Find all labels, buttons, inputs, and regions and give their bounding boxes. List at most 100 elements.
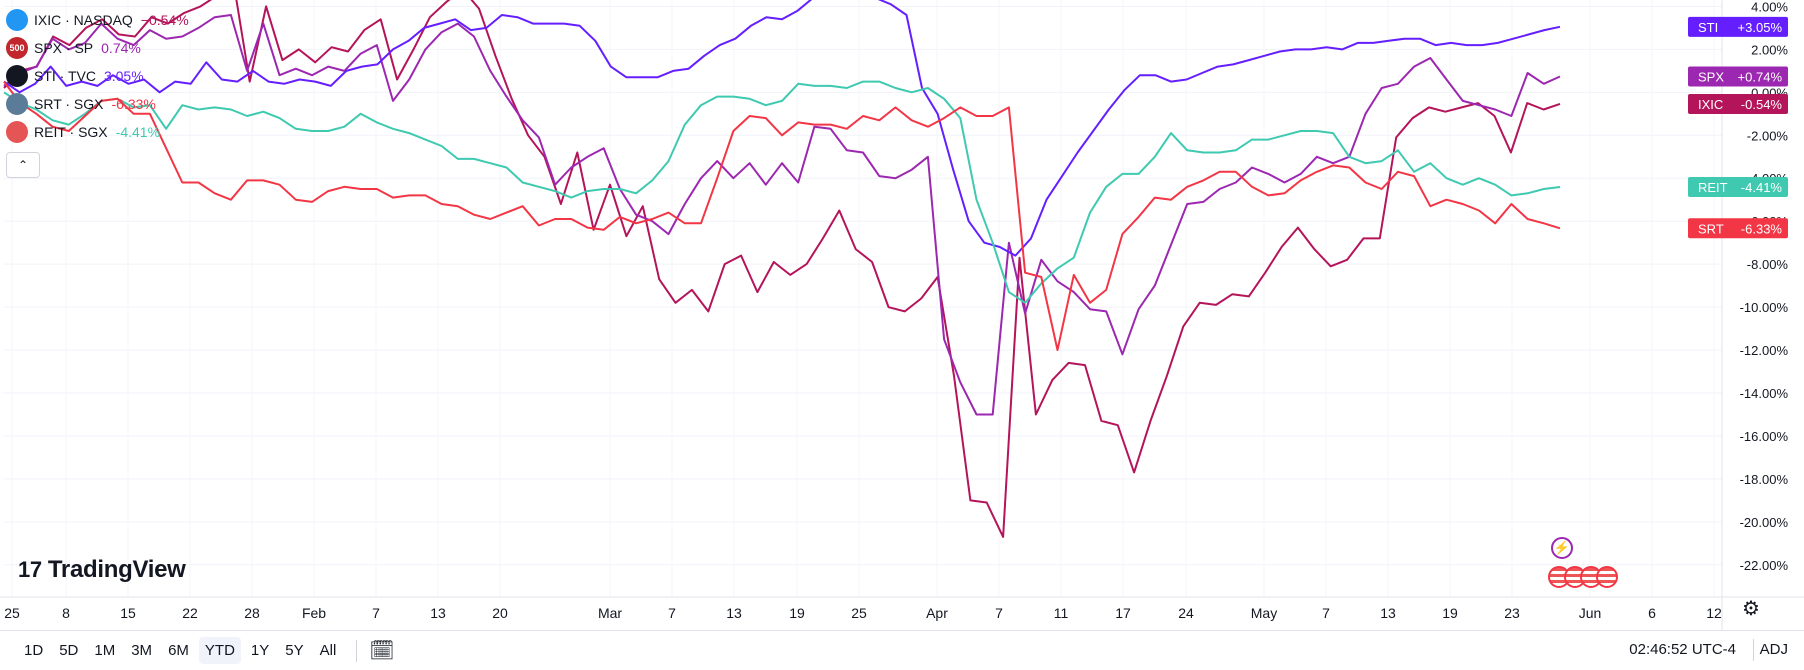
y-axis[interactable]: 4.00%2.00%0.00%-2.00%-4.00%-6.00%-8.00%-… [0,0,1804,630]
bottom-toolbar: 1D 5D 1M 3M 6M YTD 1Y 5Y All 🗓 02:46:52 UTC-4 AD… [0,630,1804,670]
x-tick-label: 23 [1504,605,1520,621]
legend-symbol: SRT · SGX [34,96,104,112]
last-value-tags: STI +3.05% SPX +0.74% IXIC -0.54% REIT -4.41% SR… [1688,16,1788,239]
series-line-ixic [3,0,1561,538]
price-tag-symbol: REIT [1698,180,1728,195]
x-tick-label: 20 [492,605,508,621]
x-tick-label: 12 [1706,605,1722,621]
y-tick-label: -8.00% [1747,257,1789,272]
price-tag-value: -0.54% [1741,97,1783,112]
x-tick-label: 7 [372,605,380,621]
ixic-logo-icon [6,9,28,31]
legend-item-spx[interactable]: 500 SPX · SP 0.74% [6,34,189,62]
x-tick-label: Apr [926,605,948,621]
range-button-5d[interactable]: 5D [59,642,79,659]
tradingview-logo-mark: 17 [18,557,42,582]
range-button-1d[interactable]: 1D [24,642,44,659]
legend-item-ixic[interactable]: IXIC · NASDAQ −0.54% [6,6,189,34]
x-tick-label: 13 [726,605,742,621]
x-tick-label: Feb [302,605,326,621]
economic-events-flags[interactable] [1548,566,1618,588]
reit-logo-icon [6,121,28,143]
us-flag-icon[interactable] [1596,566,1618,588]
y-tick-label: 4.00% [1751,0,1788,14]
y-tick-label: -22.00% [1740,558,1789,573]
price-tag-symbol: IXIC [1698,97,1723,112]
lightning-icon[interactable]: ⚡ [1551,537,1573,559]
x-tick-label: 24 [1178,605,1194,621]
legend-symbol: STI · TVC [34,68,96,84]
price-tag-symbol: SPX [1698,69,1724,84]
x-tick-label: May [1251,605,1277,621]
price-tag-symbol: STI [1698,20,1718,35]
x-tick-label: 7 [995,605,1003,621]
price-tag-symbol: SRT [1698,221,1724,236]
x-tick-label: 7 [1322,605,1330,621]
tradingview-logo[interactable]: 17 TradingView [18,556,186,584]
chevron-up-icon[interactable]: ⌃ [6,152,40,178]
range-button-5y[interactable]: 5Y [285,642,304,659]
calendar-goto-icon[interactable]: 🗓 [369,640,395,662]
srt-logo-icon [6,93,28,115]
legend-change: -4.41% [115,124,161,140]
x-tick-label: 7 [668,605,676,621]
y-tick-label: -10.00% [1740,300,1789,315]
price-tag-sti[interactable]: STI +3.05% [1688,16,1788,37]
toolbar-divider [1753,639,1754,661]
range-button-1y[interactable]: 1Y [250,642,270,659]
toolbar-divider [356,639,358,662]
x-tick-label: 28 [244,605,260,621]
legend-symbol: REIT · SGX [34,124,108,140]
y-tick-label: -16.00% [1740,429,1789,444]
y-tick-label: -20.00% [1740,515,1789,530]
adj-button[interactable]: ADJ [1759,641,1788,658]
x-tick-label: 19 [789,605,805,621]
x-tick-label: 22 [182,605,198,621]
x-tick-label: 13 [1380,605,1396,621]
series-line-srt [3,80,1561,351]
settings-gear-icon[interactable]: ⚙ [1742,598,1760,620]
legend-item-srt[interactable]: SRT · SGX -6.33% [6,90,189,118]
x-tick-label: 25 [4,605,20,621]
series-line-spx [3,14,1561,416]
y-tick-label: -14.00% [1740,386,1789,401]
x-tick-label: 19 [1442,605,1458,621]
price-tag-reit[interactable]: REIT -4.41% [1688,177,1788,198]
range-button-1m[interactable]: 1M [94,642,116,659]
y-tick-label: 2.00% [1751,42,1788,57]
x-axis[interactable]: 25 8 15 22 28 Feb 7 13 20 Mar 7 13 19 25 Apr 7 11 17 24 May… [4,605,1722,621]
price-tag-spx[interactable]: SPX +0.74% [1688,66,1788,87]
y-tick-label: -12.00% [1740,343,1789,358]
tradingview-logo-text: TradingView [47,556,186,583]
range-selector: 1D 5D 1M 3M 6M YTD 1Y 5Y All [0,637,342,664]
range-button-ytd[interactable]: YTD [198,637,241,664]
price-tag-value: +3.05% [1738,20,1783,35]
x-tick-label: 25 [851,605,867,621]
x-tick-label: Mar [598,605,622,621]
spx-logo-icon: 500 [6,37,28,59]
sti-logo-icon [6,65,28,87]
legend-item-sti[interactable]: STI · TVC 3.05% [6,62,189,90]
legend-change: 3.05% [103,68,144,84]
x-tick-label: 13 [430,605,446,621]
range-button-all[interactable]: All [319,642,337,659]
clock[interactable]: 02:46:52 UTC-4 [1629,641,1736,658]
legend-change: 0.74% [101,40,141,56]
x-tick-label: 8 [62,605,70,621]
price-tag-ixic[interactable]: IXIC -0.54% [1688,93,1788,114]
x-tick-label: 11 [1054,605,1069,621]
price-tag-value: +0.74% [1738,69,1783,84]
legend-change: -6.33% [111,96,156,112]
range-button-6m[interactable]: 6M [168,642,189,659]
series-line-sti [3,0,1561,257]
price-tag-srt[interactable]: SRT -6.33% [1688,218,1788,239]
legend-change: −0.54% [140,12,189,28]
grid [4,0,1722,597]
legend: IXIC · NASDAQ −0.54% 500 SPX · SP 0.74% STI ·… [6,6,189,178]
x-tick-label: Jun [1579,605,1602,621]
legend-item-reit[interactable]: REIT · SGX -4.41% [6,118,189,146]
range-button-3m[interactable]: 3M [131,642,153,659]
x-tick-label: 6 [1648,605,1656,621]
price-tag-value: -6.33% [1741,221,1783,236]
